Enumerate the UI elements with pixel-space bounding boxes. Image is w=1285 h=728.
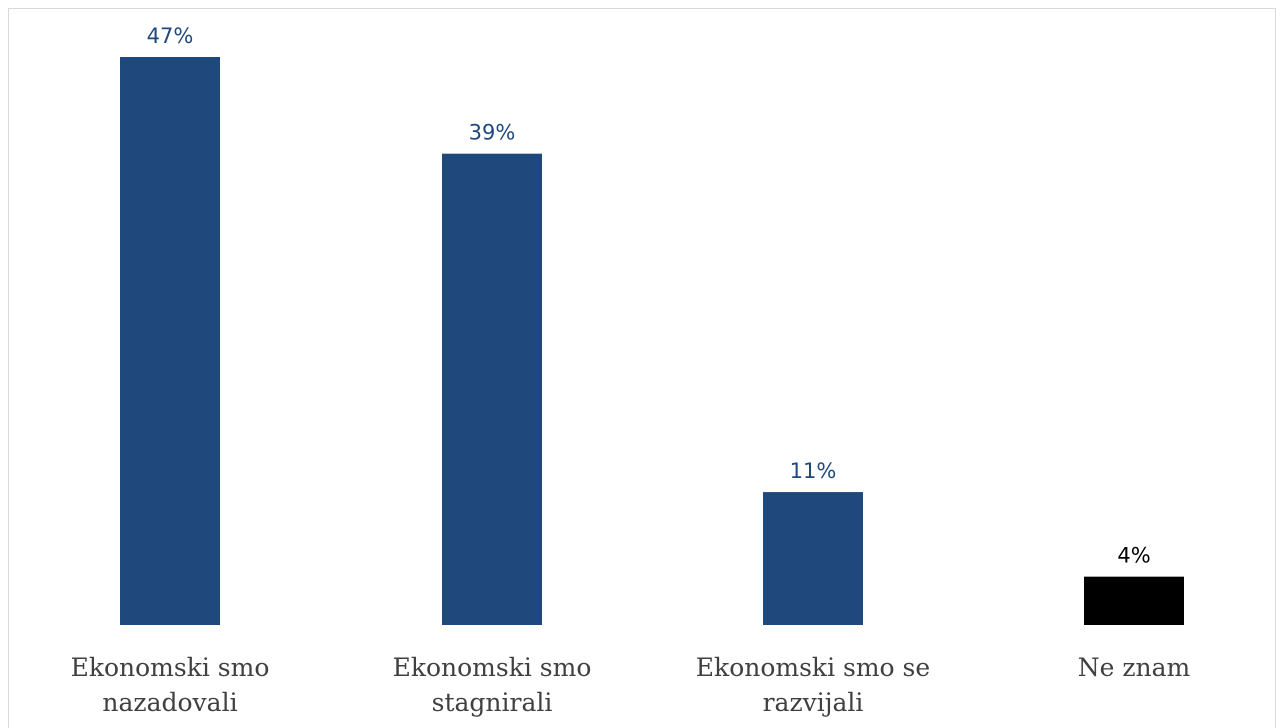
data-label-4: 4% (1117, 544, 1150, 568)
data-label-1: 47% (147, 24, 194, 48)
category-label-2-line-1: Ekonomski smo (393, 653, 592, 682)
category-label-1-line-2: nazadovali (102, 688, 237, 717)
category-label-2-line-2: stagnirali (432, 688, 553, 717)
category-label-4-line-1: Ne znam (1078, 653, 1191, 682)
category-label-3-line-1: Ekonomski smo se (696, 653, 930, 682)
bar-2 (442, 153, 542, 625)
category-label-1-line-1: Ekonomski smo (71, 653, 270, 682)
data-label-2: 39% (469, 121, 516, 145)
bar-3 (763, 492, 863, 625)
bar-4 (1084, 576, 1184, 625)
data-label-3: 11% (790, 459, 837, 483)
bar-1 (120, 57, 220, 625)
category-label-3-line-2: razvijali (763, 688, 864, 717)
